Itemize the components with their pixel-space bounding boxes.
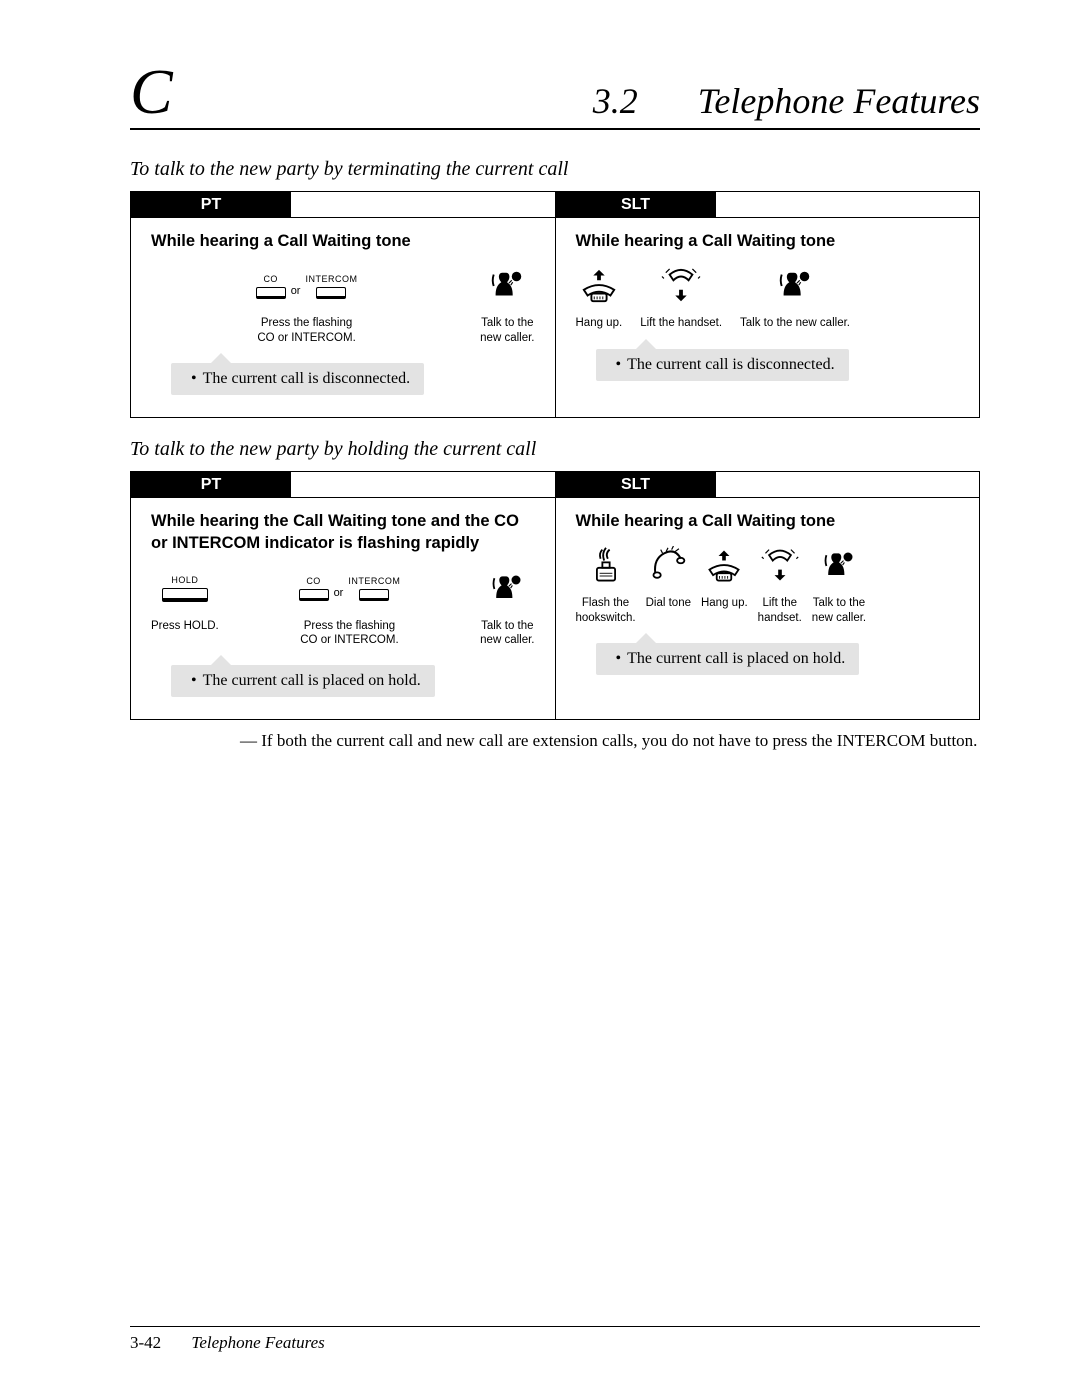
pt-heading: While hearing a Call Waiting tone: [151, 230, 535, 252]
step-label: Press the flashing CO or INTERCOM.: [300, 619, 398, 648]
scenario1-slt: SLT While hearing a Call Waiting tone Ha…: [555, 192, 980, 417]
step-label: Press HOLD.: [151, 619, 219, 633]
section-number: 3.2: [593, 80, 638, 122]
note-callout: •The current call is placed on hold.: [171, 665, 435, 697]
scenario2-pt: PT While hearing the Call Waiting tone a…: [131, 472, 555, 719]
step-label: Talk to the new caller.: [480, 316, 534, 345]
talk-icon: [776, 262, 814, 310]
step-label: Lift the handset.: [640, 316, 722, 330]
scenario2-box: PT While hearing the Call Waiting tone a…: [130, 471, 980, 720]
step-label: Talk to the new caller.: [740, 316, 850, 330]
step-label: Lift the handset.: [758, 596, 802, 625]
footer-title: Telephone Features: [191, 1333, 324, 1352]
pt-tab: PT: [131, 192, 291, 218]
section-title: Telephone Features: [698, 80, 980, 122]
lift-handset-icon: [660, 262, 702, 310]
talk-icon: [489, 565, 525, 613]
slt-heading: While hearing a Call Waiting tone: [576, 230, 960, 252]
lift-handset-icon: [760, 542, 800, 590]
slt-tab: SLT: [556, 192, 716, 218]
chapter-letter: C: [130, 60, 173, 124]
talk-icon: [488, 262, 526, 310]
dialtone-icon: [648, 542, 688, 590]
step-label: Talk to the new caller.: [812, 596, 866, 625]
hold-button-icon: HOLD: [159, 565, 211, 613]
note-callout: •The current call is disconnected.: [171, 363, 424, 395]
slt-heading: While hearing a Call Waiting tone: [576, 510, 960, 532]
hangup-icon: [578, 262, 620, 310]
step-label: Flash the hookswitch.: [576, 596, 636, 625]
slt-tab: SLT: [556, 472, 716, 498]
note-callout: •The current call is placed on hold.: [596, 643, 860, 675]
co-intercom-buttons-icon: CO or INTERCOM: [296, 565, 404, 613]
note-callout: •The current call is disconnected.: [596, 349, 849, 381]
scenario2-title: To talk to the new party by holding the …: [130, 438, 980, 461]
page-number: 3-42: [130, 1333, 161, 1352]
co-intercom-buttons-icon: CO or INTERCOM: [253, 262, 361, 310]
step-label: Hang up.: [701, 596, 748, 610]
hangup-icon: [704, 542, 744, 590]
pt-tab: PT: [131, 472, 291, 498]
step-label: Dial tone: [646, 596, 691, 610]
page-footer: 3-42 Telephone Features: [130, 1326, 980, 1353]
step-label: Talk to the new caller.: [480, 619, 534, 648]
scenario1-box: PT While hearing a Call Waiting tone CO …: [130, 191, 980, 418]
page-header: C 3.2 Telephone Features: [130, 60, 980, 130]
scenario2-slt: SLT While hearing a Call Waiting tone Fl…: [555, 472, 980, 719]
step-label: Hang up.: [576, 316, 623, 330]
talk-icon: [821, 542, 857, 590]
hookswitch-icon: [586, 542, 626, 590]
scenario1-pt: PT While hearing a Call Waiting tone CO …: [131, 192, 555, 417]
pt-heading: While hearing the Call Waiting tone and …: [151, 510, 535, 555]
footnote: — If both the current call and new call …: [240, 730, 980, 753]
step-label: Press the flashing CO or INTERCOM.: [257, 316, 355, 345]
scenario1-title: To talk to the new party by terminating …: [130, 158, 980, 181]
